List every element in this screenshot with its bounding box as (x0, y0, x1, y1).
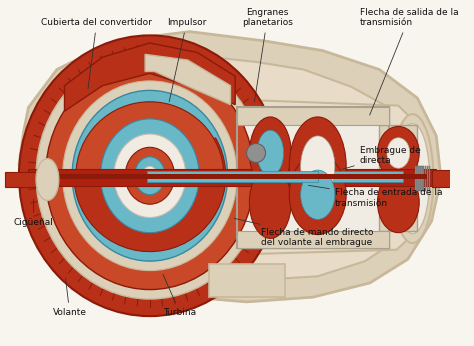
Text: Embrague de
directa: Embrague de directa (342, 146, 420, 169)
Text: Flecha de mando directo
del volante al embrague: Flecha de mando directo del volante al e… (234, 218, 373, 247)
Bar (237, 108, 389, 248)
Ellipse shape (63, 81, 237, 271)
Ellipse shape (289, 155, 346, 235)
Bar (425, 166, 426, 191)
Bar (423, 166, 424, 191)
Ellipse shape (377, 172, 419, 233)
Polygon shape (64, 43, 235, 111)
Bar (237, 231, 389, 248)
Bar (431, 170, 450, 187)
Polygon shape (140, 96, 422, 257)
Ellipse shape (142, 166, 157, 185)
Bar (427, 166, 428, 191)
Ellipse shape (301, 170, 335, 219)
Polygon shape (145, 54, 230, 104)
Ellipse shape (395, 124, 429, 234)
Bar (419, 166, 420, 191)
Bar (147, 171, 318, 182)
Polygon shape (46, 55, 417, 280)
Text: Cigüeñal: Cigüeñal (13, 199, 54, 227)
Text: Volante: Volante (53, 278, 87, 317)
Ellipse shape (100, 119, 199, 233)
Bar (237, 108, 389, 248)
Ellipse shape (387, 138, 410, 168)
Wedge shape (74, 138, 226, 252)
Bar (379, 125, 417, 231)
Ellipse shape (125, 147, 174, 204)
Text: Flecha de salida de la
transmisión: Flecha de salida de la transmisión (360, 8, 458, 115)
Ellipse shape (246, 144, 265, 163)
Bar (209, 264, 284, 297)
Bar (421, 166, 422, 191)
Text: Flecha de entrada de la
transmisión: Flecha de entrada de la transmisión (309, 185, 442, 208)
Bar (417, 166, 419, 191)
Ellipse shape (377, 126, 419, 180)
Ellipse shape (72, 90, 228, 261)
Ellipse shape (114, 134, 186, 218)
Bar (147, 171, 403, 182)
Ellipse shape (36, 159, 59, 200)
Ellipse shape (257, 130, 283, 176)
Ellipse shape (249, 166, 291, 238)
Polygon shape (19, 31, 441, 302)
Ellipse shape (392, 114, 433, 243)
Text: Turbina: Turbina (163, 274, 196, 317)
Ellipse shape (249, 117, 291, 189)
Text: Engranes
planetarios: Engranes planetarios (242, 8, 293, 102)
Ellipse shape (289, 117, 346, 216)
Bar (237, 108, 389, 125)
Ellipse shape (36, 53, 264, 299)
Bar (28, 169, 436, 186)
Bar (28, 174, 427, 179)
Bar (415, 166, 417, 191)
Ellipse shape (19, 35, 281, 316)
Ellipse shape (301, 136, 335, 197)
Bar (428, 166, 430, 191)
Wedge shape (76, 102, 224, 176)
Ellipse shape (46, 62, 254, 290)
Text: Impulsor: Impulsor (167, 18, 206, 102)
Ellipse shape (135, 157, 165, 195)
Bar (5, 172, 47, 187)
Text: Cubierta del convertidor: Cubierta del convertidor (41, 18, 152, 89)
